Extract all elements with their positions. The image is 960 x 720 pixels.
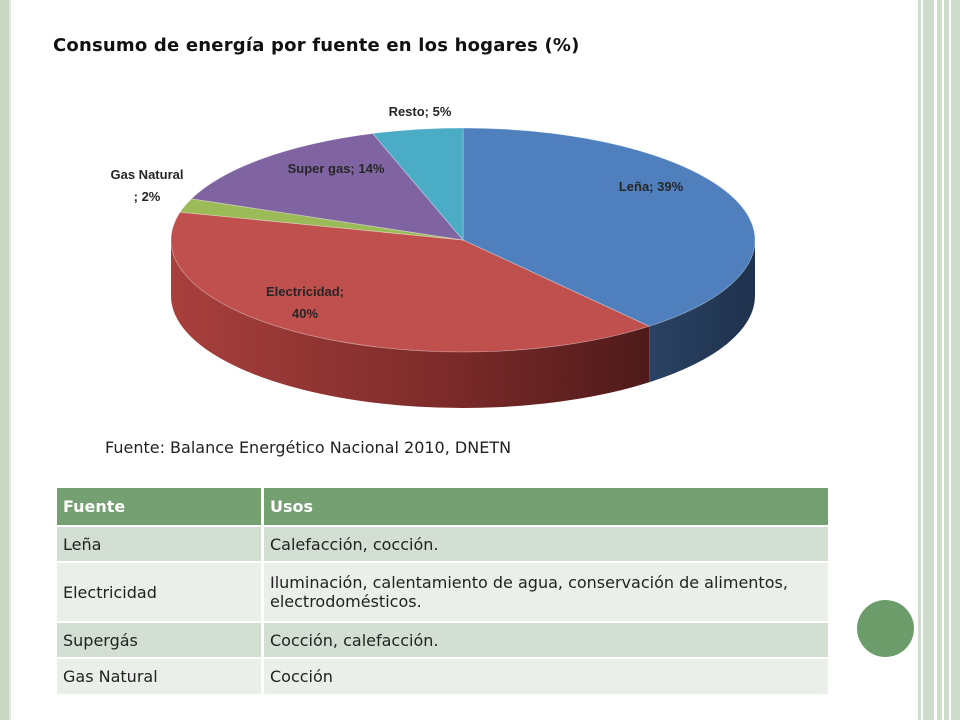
table-row: Leña Calefacción, cocción. — [57, 525, 828, 562]
pie-slice-label: Electricidad; — [266, 284, 344, 299]
pie-slice — [190, 133, 464, 241]
decorative-circle — [857, 600, 914, 657]
chart-source: Fuente: Balance Energético Nacional 2010… — [105, 438, 512, 457]
table-row: Gas Natural Cocción — [57, 657, 828, 694]
pie-slice-side — [171, 240, 650, 409]
uses-table: Fuente Usos Leña Calefacción, cocción. E… — [57, 488, 828, 694]
cell-usos: Cocción — [262, 657, 828, 694]
table-row: Supergás Cocción, calefacción. — [57, 621, 828, 658]
pie-slice-label: Leña; 39% — [619, 179, 684, 194]
pie-slice-side — [649, 240, 755, 383]
table-row: Electricidad Iluminación, calentamiento … — [57, 561, 828, 622]
pie-slice-label: Gas Natural — [111, 167, 184, 182]
cell-usos: Iluminación, calentamiento de agua, cons… — [262, 561, 828, 622]
slide-frame-left — [0, 0, 9, 720]
header-fuente: Fuente — [57, 488, 264, 526]
header-usos: Usos — [262, 488, 828, 526]
pie-slice — [371, 127, 464, 242]
pie-slice-label: ; 2% — [134, 189, 161, 204]
pie-slice — [462, 127, 756, 327]
cell-usos: Cocción, calefacción. — [262, 621, 828, 658]
cell-fuente: Leña — [57, 525, 264, 562]
pie-slice — [179, 198, 464, 241]
pie-slice-label: Resto; 5% — [389, 104, 452, 119]
cell-fuente: Gas Natural — [57, 657, 264, 694]
cell-fuente: Electricidad — [57, 561, 264, 622]
cell-fuente: Supergás — [57, 621, 264, 658]
pie-slice — [170, 211, 651, 353]
table-header-row: Fuente Usos — [57, 488, 828, 526]
pie-chart: Leña; 39% Electricidad; 40% Gas Natural ; 2%… — [111, 104, 756, 409]
cell-usos: Calefacción, cocción. — [262, 525, 828, 562]
pie-slice-label: Super gas; 14% — [288, 161, 385, 176]
slide-frame-right — [918, 0, 960, 720]
slide-frame-left-line — [9, 0, 11, 720]
pie-slice-label: 40% — [292, 306, 318, 321]
slide-title: Consumo de energía por fuente en los hog… — [53, 35, 580, 56]
